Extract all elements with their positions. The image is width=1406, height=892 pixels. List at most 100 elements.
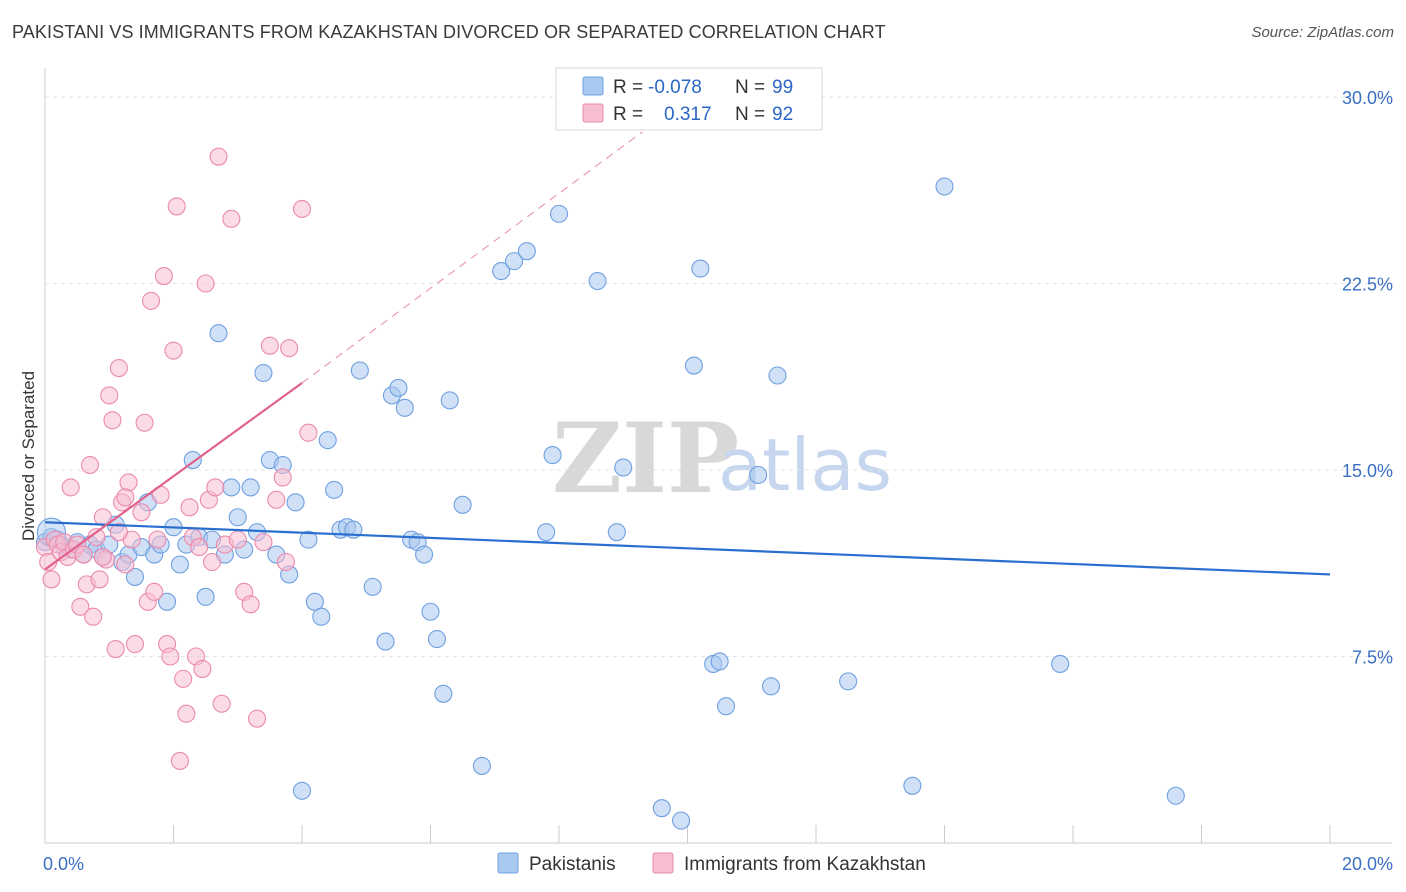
point-pakistanis-64 [492, 262, 511, 281]
point-kazakhstan-68 [299, 423, 318, 442]
legend-n-value-1: 92 [772, 104, 793, 125]
legend-n-value-0: 99 [772, 77, 793, 98]
point-kazakhstan-42 [174, 669, 193, 688]
point-pakistanis-45 [325, 480, 344, 499]
point-kazakhstan-41 [170, 751, 189, 770]
point-pakistanis-51 [376, 632, 395, 651]
point-kazakhstan-11 [71, 597, 90, 616]
point-kazakhstan-53 [209, 147, 228, 166]
x-tick-label-0: 0.0% [43, 854, 84, 874]
legend-r-label-1: R = [613, 104, 643, 125]
point-pakistanis-79 [716, 697, 736, 716]
series-legend: Pakistanis Immigrants from Kazakhstan [497, 852, 926, 875]
point-pakistanis-50 [363, 577, 382, 596]
point-pakistanis-82 [768, 366, 787, 385]
point-kazakhstan-17 [90, 570, 109, 589]
point-pakistanis-29 [222, 478, 241, 497]
point-kazakhstan-65 [276, 552, 295, 572]
point-kazakhstan-15 [84, 607, 103, 626]
watermark-zip: ZIP [552, 402, 739, 515]
point-kazakhstan-66 [280, 339, 299, 358]
point-kazakhstan-32 [141, 291, 161, 310]
point-pakistanis-19 [158, 592, 177, 611]
point-kazakhstan-71 [109, 523, 128, 542]
point-pakistanis-69 [549, 204, 569, 223]
legend-swatch-pakistanis [582, 76, 604, 96]
y-tick-labels: 7.5% 15.0% 22.5% 30.0% [1342, 88, 1393, 668]
point-kazakhstan-21 [103, 411, 122, 430]
point-pakistanis-42 [305, 592, 324, 611]
y-tick-label-3: 30.0% [1342, 88, 1393, 108]
chart-source: Source: ZipAtlas.com [1251, 24, 1394, 41]
point-pakistanis-41 [299, 530, 318, 549]
point-pakistanis-86 [1051, 654, 1070, 674]
chart-title: PAKISTANI VS IMMIGRANTS FROM KAZAKHSTAN … [12, 22, 886, 42]
legend-swatch-kazakhstan [582, 103, 604, 123]
correlation-legend: R = -0.078 N = 99 R = 0.317 N = 92 [555, 67, 823, 131]
point-kazakhstan-26 [119, 473, 138, 492]
point-pakistanis-80 [749, 465, 768, 485]
y-tick-label-0: 7.5% [1352, 648, 1393, 668]
point-pakistanis-63 [472, 756, 491, 775]
trend-line-kazakhstan-extension [301, 131, 643, 384]
point-kazakhstan-8 [61, 478, 80, 497]
bottom-legend-label-kazakhstan: Immigrants from Kazakhstan [684, 854, 926, 875]
point-kazakhstan-43 [177, 704, 196, 723]
point-pakistanis-85 [935, 177, 954, 196]
point-pakistanis-67 [537, 523, 556, 542]
point-pakistanis-83 [839, 672, 858, 691]
point-pakistanis-66 [517, 242, 536, 261]
point-kazakhstan-38 [161, 647, 180, 666]
x-tick-labels: 0.0% 20.0% [43, 854, 1393, 874]
point-pakistanis-81 [761, 677, 781, 696]
point-kazakhstan-57 [228, 530, 247, 549]
point-pakistanis-27 [209, 324, 228, 343]
point-kazakhstan-62 [260, 336, 279, 355]
x-tick-label-1: 20.0% [1342, 854, 1393, 874]
point-pakistanis-43 [312, 607, 331, 626]
point-pakistanis-25 [196, 587, 215, 606]
point-pakistanis-39 [286, 493, 305, 512]
point-pakistanis-30 [228, 508, 247, 527]
point-kazakhstan-34 [148, 530, 167, 549]
point-kazakhstan-14 [80, 455, 100, 475]
y-axis-label: Divorced or Separated [19, 371, 38, 541]
point-kazakhstan-30 [135, 413, 154, 432]
point-pakistanis-34 [254, 363, 273, 383]
point-kazakhstan-63 [267, 490, 286, 509]
y-tick-label-2: 22.5% [1342, 275, 1393, 295]
point-kazakhstan-44 [180, 498, 199, 517]
point-pakistanis-21 [170, 555, 189, 574]
point-pakistanis-70 [588, 271, 607, 291]
point-pakistanis-60 [434, 684, 453, 703]
point-kazakhstan-69 [116, 488, 135, 507]
legend-r-value-1: 0.317 [664, 104, 712, 125]
point-pakistanis-32 [241, 478, 260, 497]
point-pakistanis-84 [903, 776, 922, 795]
point-pakistanis-59 [427, 630, 446, 649]
point-kazakhstan-2 [42, 570, 61, 589]
point-kazakhstan-22 [106, 639, 125, 659]
y-tick-label-1: 15.0% [1342, 461, 1393, 481]
point-kazakhstan-36 [154, 266, 173, 286]
point-pakistanis-54 [395, 398, 414, 417]
point-kazakhstan-18 [93, 508, 112, 527]
point-kazakhstan-33 [145, 582, 164, 601]
point-pakistanis-62 [453, 495, 472, 514]
bottom-legend-swatch-pakistanis [497, 852, 519, 874]
trend-line-kazakhstan [44, 382, 303, 571]
point-kazakhstan-56 [222, 209, 241, 228]
point-pakistanis-44 [318, 431, 337, 450]
point-kazakhstan-52 [206, 478, 225, 497]
point-pakistanis-61 [440, 391, 459, 410]
legend-r-value-0: -0.078 [648, 77, 702, 98]
point-pakistanis-58 [421, 602, 440, 621]
trend-lines [44, 131, 1331, 576]
legend-n-label-1: N = [735, 104, 765, 125]
point-pakistanis-74 [672, 811, 691, 830]
point-kazakhstan-67 [292, 199, 312, 218]
point-pakistanis-49 [350, 361, 369, 380]
point-kazakhstan-23 [109, 358, 128, 378]
point-kazakhstan-25 [116, 555, 135, 574]
